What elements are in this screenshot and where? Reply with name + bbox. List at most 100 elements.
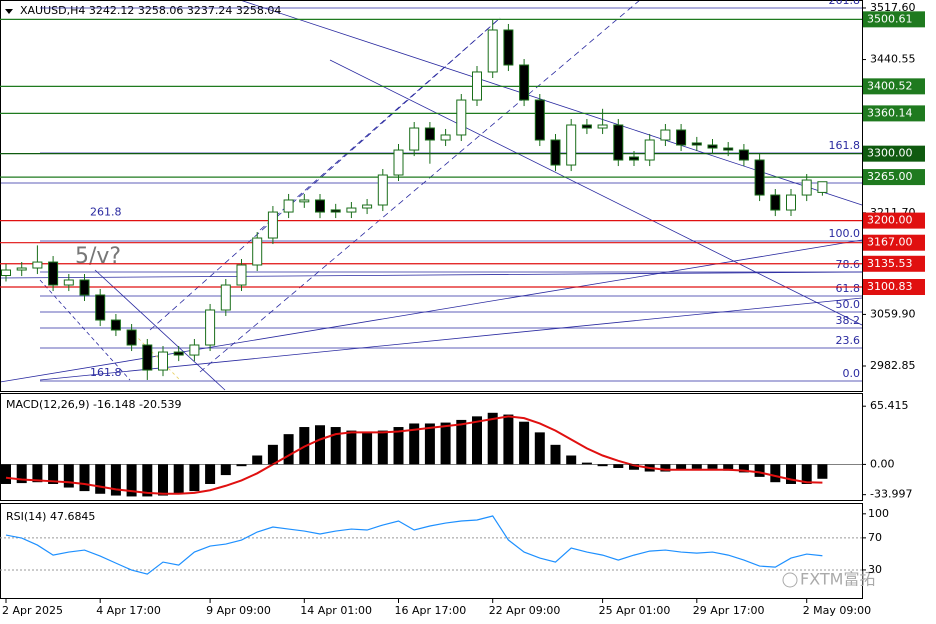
macd-bar xyxy=(786,464,796,484)
macd-bar xyxy=(550,444,561,465)
x-tick-label: 22 Apr 09:00 xyxy=(489,604,561,617)
candle-body xyxy=(95,294,106,321)
candle-body xyxy=(16,267,27,271)
x-tick-label: 14 Apr 01:00 xyxy=(300,604,372,617)
macd-bar xyxy=(236,464,247,467)
fib-label: 100.0 xyxy=(829,227,861,240)
y-tick-label: 3440.55 xyxy=(870,53,916,66)
rsi-panel xyxy=(0,503,863,599)
macd-bar xyxy=(362,432,373,465)
candle-body xyxy=(158,351,168,371)
macd-bar xyxy=(173,464,184,494)
main-panel xyxy=(0,0,863,392)
candle-body xyxy=(142,344,153,371)
macd-bar xyxy=(95,464,106,494)
watermark-icon xyxy=(782,572,798,588)
level-box xyxy=(863,105,925,122)
level-label: 3135.53 xyxy=(867,257,913,270)
fib-label: 38.2 xyxy=(836,314,861,327)
candle-body xyxy=(770,194,781,211)
fib-label: 0.0 xyxy=(843,367,861,380)
macd-bar xyxy=(315,425,325,465)
x-tick-label: 2 Apr 2025 xyxy=(2,604,63,617)
macd-bar xyxy=(409,423,420,465)
fib-label: 78.6 xyxy=(836,258,861,271)
candle-body xyxy=(738,149,749,161)
macd-bar xyxy=(472,416,482,465)
candle-body xyxy=(236,264,247,286)
candle-body xyxy=(126,329,137,346)
macd-panel xyxy=(0,393,863,501)
x-tick-label: 4 Apr 17:00 xyxy=(96,604,161,617)
level-label: 3167.00 xyxy=(867,236,913,249)
y-tick-label: -33.997 xyxy=(870,488,912,501)
candle-body xyxy=(644,139,655,161)
level-box xyxy=(863,169,925,186)
level-box xyxy=(863,234,925,251)
macd-bar xyxy=(1,464,11,484)
y-tick-label: 70 xyxy=(868,531,882,544)
macd-bar xyxy=(79,464,90,492)
level-label: 3200.00 xyxy=(867,214,913,227)
x-tick-label: 16 Apr 17:00 xyxy=(395,604,467,617)
candle-body xyxy=(205,309,216,346)
channel-line xyxy=(259,17,501,231)
macd-bar xyxy=(16,464,27,484)
candle-body xyxy=(48,261,59,286)
macd-bar xyxy=(801,464,812,484)
candle-body xyxy=(629,156,639,161)
level-label: 3400.52 xyxy=(867,79,913,92)
candle-body xyxy=(581,124,592,129)
annotation: 5/v? xyxy=(75,244,121,269)
macd-bar xyxy=(613,464,624,468)
chart-title: XAUUSD,H4 3242.12 3258.06 3237.24 3258.0… xyxy=(20,4,281,17)
candle-body xyxy=(299,199,310,203)
candle-body xyxy=(550,139,561,166)
level-label: 3300.00 xyxy=(867,147,913,160)
watermark: FXTM富拓 xyxy=(800,570,875,589)
candle-body xyxy=(472,71,482,101)
level-box xyxy=(863,279,925,296)
candle-body xyxy=(377,174,388,206)
macd-bar xyxy=(158,464,168,496)
macd-bar xyxy=(189,464,200,492)
macd-bar xyxy=(581,462,592,465)
macd-bar xyxy=(723,464,734,471)
level-label: 3100.83 xyxy=(867,280,913,293)
candle-body xyxy=(1,269,11,277)
macd-bar xyxy=(754,464,765,477)
channel-line xyxy=(94,269,226,391)
macd-bar xyxy=(393,427,404,465)
trend-line xyxy=(329,59,863,326)
candle-body xyxy=(707,144,718,149)
macd-bar xyxy=(519,421,530,465)
macd-bar xyxy=(205,464,216,484)
macd-bar xyxy=(283,434,294,465)
menu-triangle[interactable] xyxy=(5,9,13,14)
fib-label: 50.0 xyxy=(836,298,861,311)
level-box xyxy=(863,78,925,95)
macd-bar xyxy=(252,455,263,465)
macd-bar xyxy=(738,464,749,473)
candle-body xyxy=(409,127,420,151)
y-tick-label: 0.00 xyxy=(870,457,895,470)
fib-label: 161.8 xyxy=(90,366,122,379)
macd-bar xyxy=(817,464,828,479)
level-box xyxy=(863,212,925,229)
candle-body xyxy=(440,134,451,141)
macd-bar xyxy=(424,423,435,465)
candle-body xyxy=(519,64,530,101)
candle-body xyxy=(189,344,200,356)
candle-body xyxy=(393,149,404,176)
macd-bar xyxy=(440,422,451,465)
fib-label: 23.6 xyxy=(836,334,861,347)
y-tick-label: 100 xyxy=(868,507,889,520)
macd-bar xyxy=(629,464,639,470)
macd-bar xyxy=(48,464,59,484)
candle-body xyxy=(801,179,812,196)
candle-body xyxy=(110,319,121,331)
macd-bar xyxy=(377,430,388,465)
macd-bar xyxy=(487,412,498,465)
candle-body xyxy=(487,29,498,73)
